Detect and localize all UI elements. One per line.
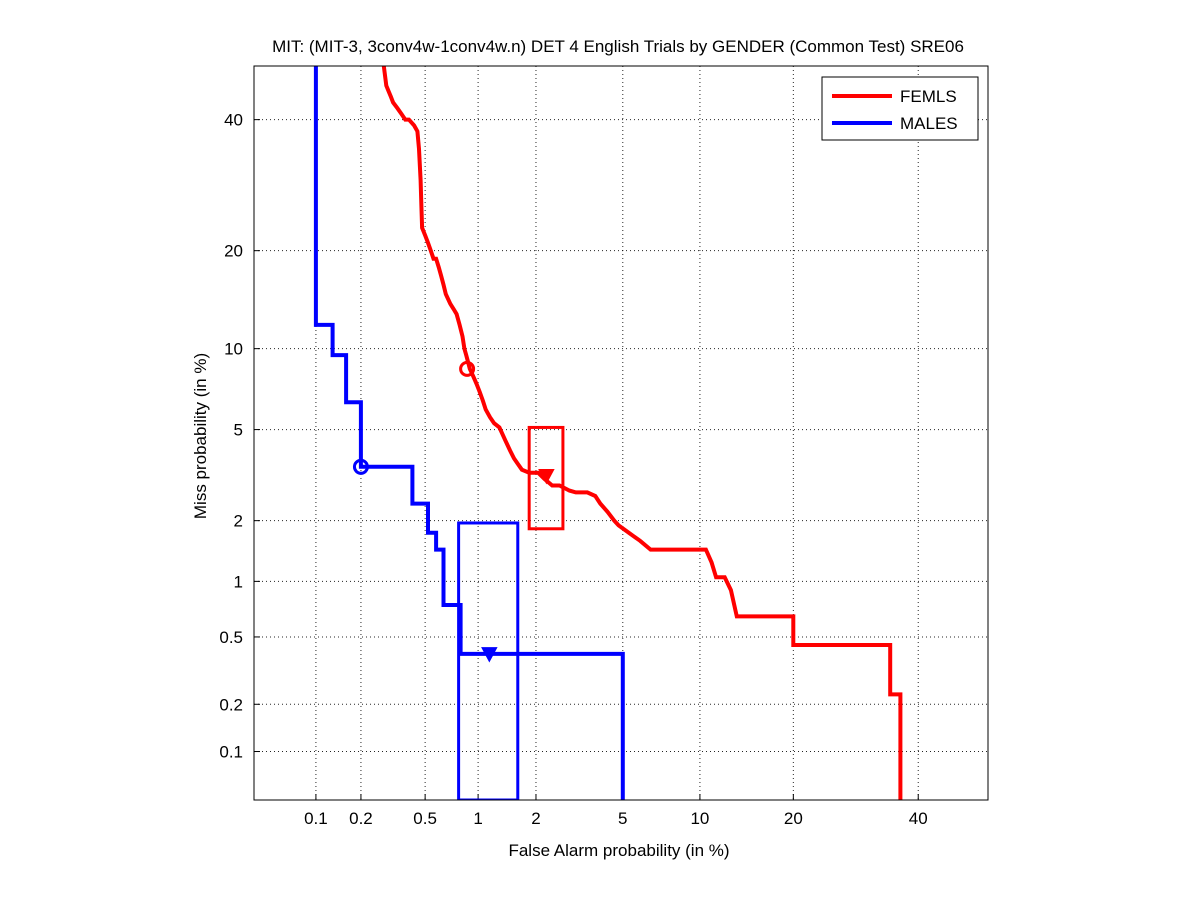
x-axis-label: False Alarm probability (in %) [508, 841, 729, 860]
x-tick-label: 0.2 [349, 809, 373, 828]
femls-actual-dcf-marker [538, 469, 555, 485]
x-tick-label: 40 [909, 809, 928, 828]
femls-det-curve [381, 66, 903, 800]
chart-title: MIT: (MIT-3, 3conv4w-1conv4w.n) DET 4 En… [272, 37, 964, 56]
x-tick-label: 20 [784, 809, 803, 828]
x-tick-label: 0.5 [413, 809, 437, 828]
femls-min-dcf-marker [459, 360, 476, 377]
plot-area [313, 66, 903, 800]
y-tick-label: 20 [224, 242, 243, 261]
x-tick-label: 10 [690, 809, 709, 828]
y-tick-label: 0.1 [219, 743, 243, 762]
legend-label-males: MALES [900, 114, 958, 133]
femls-confidence-box [527, 425, 565, 531]
plot-frame [253, 65, 989, 801]
y-tick-label: 1 [234, 572, 243, 591]
males-det-curve [313, 66, 625, 800]
y-axis-ticks: 0.1 0.2 0.5 1 2 5 10 20 40 [219, 111, 260, 762]
males-min-dcf-marker [352, 458, 369, 475]
males-confidence-box [457, 521, 520, 800]
y-tick-label: 5 [234, 421, 243, 440]
y-tick-label: 2 [234, 512, 243, 531]
y-tick-label: 0.5 [219, 628, 243, 647]
plot-series-group [313, 66, 903, 800]
x-tick-label: 0.1 [304, 809, 328, 828]
legend: FEMLS MALES [821, 76, 979, 141]
legend-box [821, 76, 979, 141]
y-axis-label: Miss probability (in %) [191, 353, 210, 519]
y-tick-label: 0.2 [219, 695, 243, 714]
x-tick-label: 1 [473, 809, 482, 828]
legend-label-femls: FEMLS [900, 87, 957, 106]
y-tick-label: 10 [224, 340, 243, 359]
x-axis-ticks: 0.1 0.2 0.5 1 2 5 10 20 40 [304, 794, 928, 828]
x-tick-label: 2 [531, 809, 540, 828]
y-tick-label: 40 [224, 111, 243, 130]
x-tick-label: 5 [618, 809, 627, 828]
males-actual-dcf-marker [481, 647, 498, 663]
